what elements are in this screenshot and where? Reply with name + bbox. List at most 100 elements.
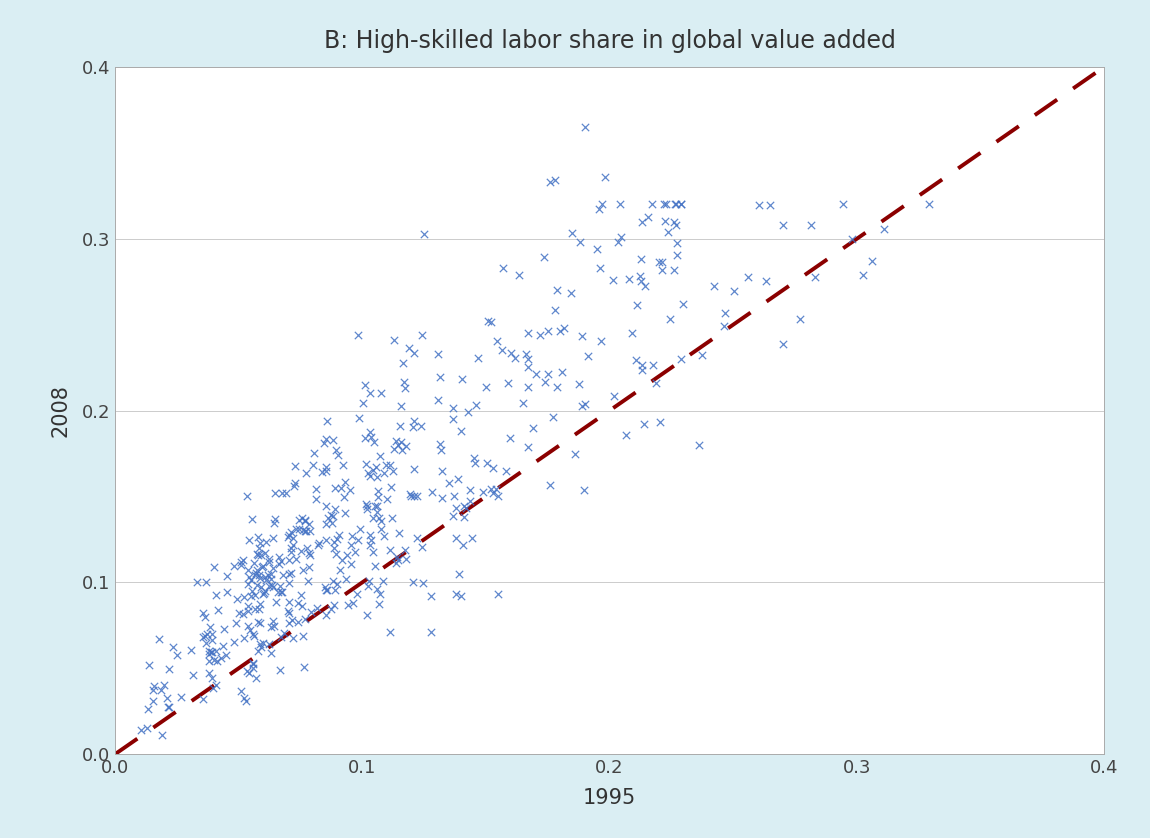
Point [375,467,393,480]
Point [381,625,399,639]
Point [283,538,301,551]
Point [366,499,384,513]
Point [282,541,300,554]
Point [171,690,190,703]
Point [461,484,480,497]
Point [397,439,415,453]
Point [369,484,388,498]
Point [150,632,168,645]
Point [405,415,423,428]
Point [254,587,273,601]
Point [371,522,390,535]
Point [369,511,388,525]
Point [539,324,558,338]
Point [271,630,290,644]
Point [432,443,451,457]
Point [509,268,528,282]
Point [300,560,319,573]
Point [233,554,252,567]
Point [519,441,537,454]
Point [467,398,485,411]
Point [331,482,350,495]
Point [317,461,336,474]
Point [650,256,668,269]
Point [566,447,584,461]
Point [204,645,222,659]
Point [293,563,312,577]
Point [214,639,232,653]
Point [465,452,483,465]
Point [616,428,635,442]
Point [242,574,260,587]
Point [327,547,345,561]
Point [273,585,291,598]
Point [193,692,212,706]
Point [292,599,311,613]
Point [204,627,222,640]
Point [359,579,377,592]
Point [324,510,343,523]
Point [145,679,163,692]
Point [239,667,258,680]
Point [580,349,598,363]
Point [353,396,371,410]
Point [366,559,384,572]
Point [875,222,894,235]
Point [396,380,414,394]
Point [489,489,507,503]
Point [200,620,218,634]
Point [356,457,375,470]
Point [445,489,463,502]
Point [635,417,653,431]
Point [646,376,665,390]
Point [575,121,593,134]
Point [255,584,274,597]
Point [413,540,431,553]
Point [388,551,406,564]
Point [371,515,390,528]
Point [693,348,712,361]
Point [643,198,661,211]
Point [263,531,282,545]
Point [240,570,259,583]
Point [920,198,938,211]
Point [208,654,227,668]
Point [286,552,305,566]
Point [343,530,361,543]
Point [290,522,308,535]
Point [368,471,386,484]
Point [356,497,375,510]
Point [286,523,305,536]
Point [159,701,177,714]
Point [834,198,852,211]
Point [447,501,466,515]
Point [317,465,336,478]
Point [267,595,285,608]
Point [590,202,608,215]
Point [628,298,646,312]
Point [208,603,227,617]
Point [279,553,298,566]
Point [200,666,218,680]
Point [344,597,362,610]
Point [266,513,284,526]
Point [248,549,267,562]
Point [381,544,399,557]
Point [368,491,386,504]
Point [197,629,215,643]
Point [327,482,345,495]
Point [336,490,354,504]
Point [342,557,360,571]
Point [273,585,291,598]
Point [348,534,367,547]
Point [383,511,401,525]
Point [466,457,484,470]
Point [444,509,462,522]
Point [297,467,315,480]
Point [248,547,267,561]
Point [575,483,593,496]
Point [286,459,305,473]
Point [652,263,670,277]
Point [202,671,221,685]
Point [183,669,201,682]
